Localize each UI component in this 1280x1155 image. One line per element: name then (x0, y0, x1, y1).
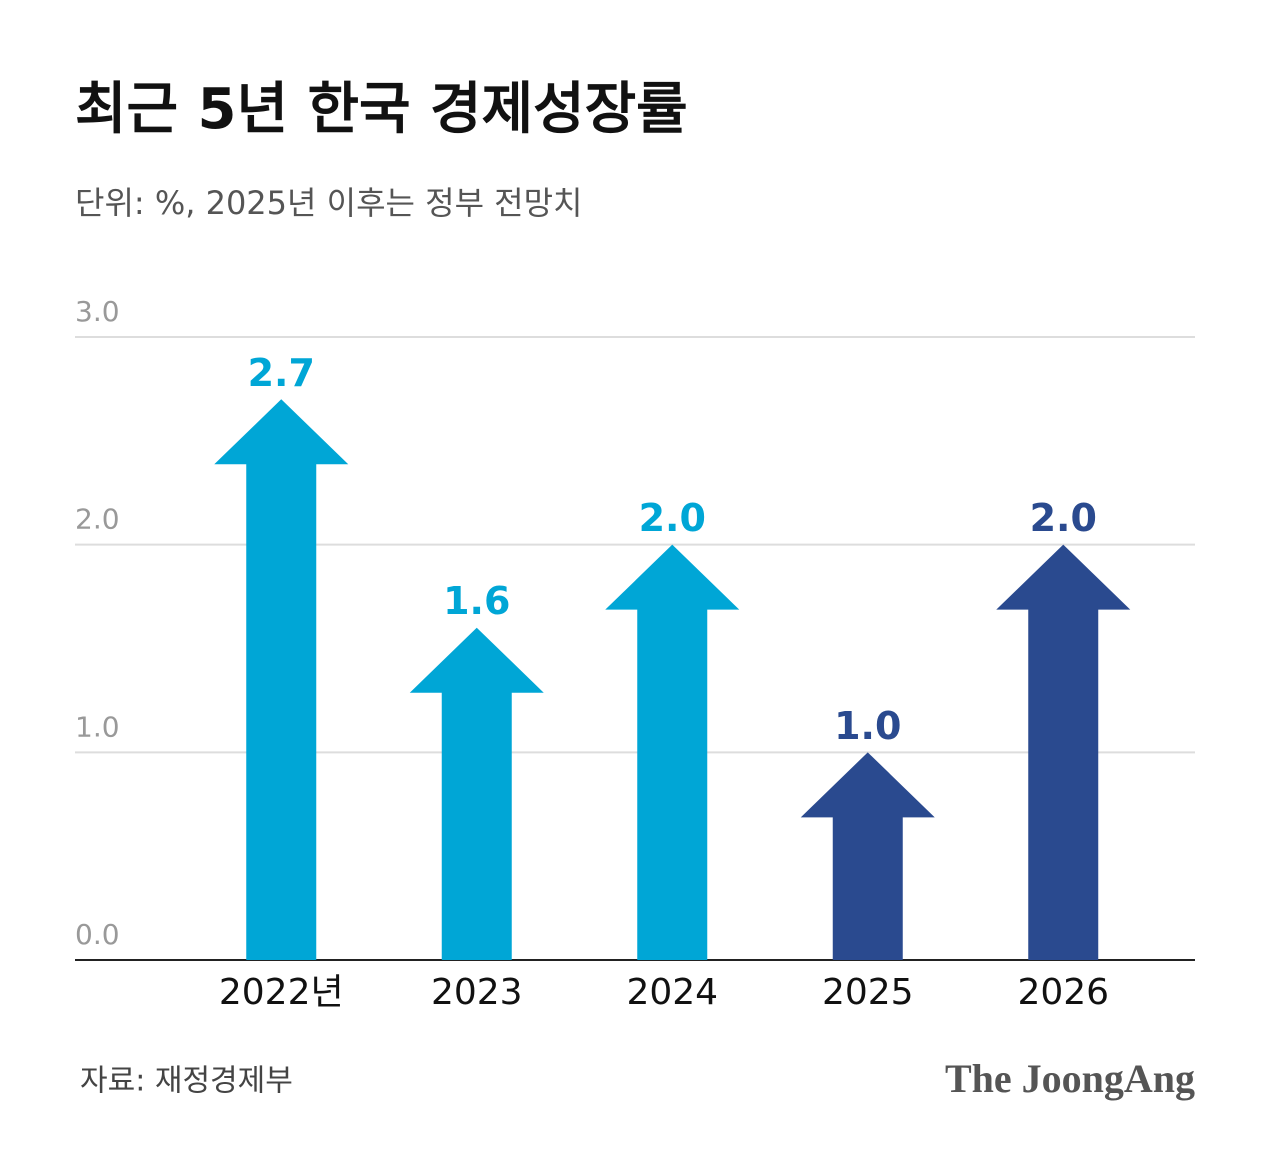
chart-subtitle: 단위: %, 2025년 이후는 정부 전망치 (75, 184, 583, 222)
source: 자료: 재정경제부 (80, 1064, 293, 1099)
arrow-bar (214, 399, 349, 960)
brand-logo: The JoongAng (945, 1056, 1195, 1101)
arrow-bar (996, 544, 1131, 960)
y-tick-label: 2.0 (75, 503, 120, 536)
y-tick-label: 1.0 (75, 710, 120, 743)
arrow-bar (800, 752, 935, 960)
value-label: 2.7 (248, 351, 315, 395)
value-label: 2.0 (639, 496, 706, 540)
x-tick-label: 2023 (431, 972, 523, 1013)
y-tick-label: 0.0 (75, 918, 120, 951)
chart-title: 최근 5년 한국 경제성장률 (75, 77, 688, 142)
value-label: 1.6 (443, 579, 510, 623)
value-label: 1.0 (834, 704, 901, 748)
arrow-bar (409, 627, 544, 960)
x-tick-label: 2024 (626, 972, 718, 1013)
x-tick-label: 2026 (1017, 972, 1109, 1013)
x-tick-label: 2022년 (219, 972, 344, 1013)
x-tick-label: 2025 (822, 972, 914, 1013)
y-tick-label: 3.0 (75, 295, 120, 328)
arrow-bar (605, 544, 740, 960)
value-label: 2.0 (1030, 496, 1097, 540)
